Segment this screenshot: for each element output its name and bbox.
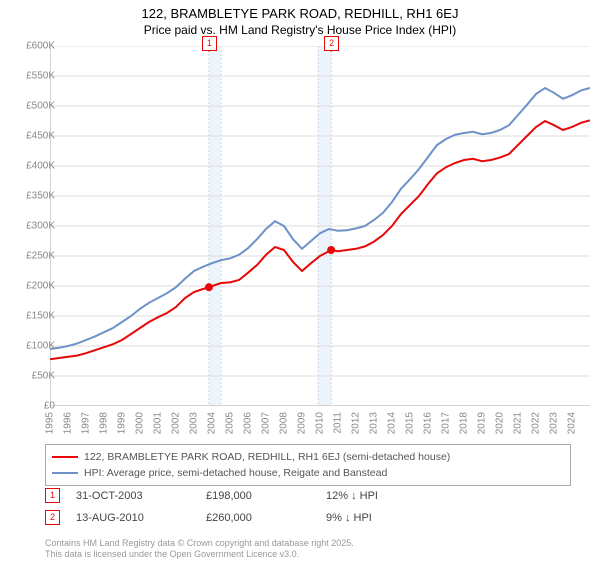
sale-delta: 9% ↓ HPI xyxy=(326,512,372,524)
legend-row: 122, BRAMBLETYE PARK ROAD, REDHILL, RH1 … xyxy=(52,449,564,465)
sale-marker-badge: 1 xyxy=(45,488,60,503)
x-tick-label: 1997 xyxy=(81,412,92,434)
x-tick-label: 2016 xyxy=(423,412,434,434)
x-tick-label: 2001 xyxy=(153,412,164,434)
y-tick-label: £400K xyxy=(5,161,55,172)
x-tick-label: 2023 xyxy=(549,412,560,434)
x-tick-label: 2024 xyxy=(567,412,578,434)
x-tick-label: 2014 xyxy=(387,412,398,434)
x-tick-label: 2004 xyxy=(207,412,218,434)
y-tick-label: £250K xyxy=(5,251,55,262)
legend: 122, BRAMBLETYE PARK ROAD, REDHILL, RH1 … xyxy=(45,444,571,486)
x-tick-label: 2022 xyxy=(531,412,542,434)
y-tick-label: £50K xyxy=(5,371,55,382)
x-tick-label: 1998 xyxy=(99,412,110,434)
sale-marker-badge: 2 xyxy=(45,510,60,525)
sale-price: £260,000 xyxy=(206,512,326,524)
line-chart xyxy=(50,46,590,406)
sale-marker-2: 2 xyxy=(324,36,339,51)
legend-swatch xyxy=(52,456,78,458)
x-tick-label: 2002 xyxy=(171,412,182,434)
y-tick-label: £450K xyxy=(5,131,55,142)
y-tick-label: £600K xyxy=(5,41,55,52)
chart-title-subtitle: Price paid vs. HM Land Registry's House … xyxy=(0,21,600,37)
attribution-text: Contains HM Land Registry data © Crown c… xyxy=(45,538,354,561)
x-tick-label: 1995 xyxy=(45,412,56,434)
y-tick-label: £0 xyxy=(5,401,55,412)
sale-row: 2 13-AUG-2010£260,0009% ↓ HPI xyxy=(45,510,565,525)
y-tick-label: £200K xyxy=(5,281,55,292)
x-tick-label: 2007 xyxy=(261,412,272,434)
x-tick-label: 2018 xyxy=(459,412,470,434)
x-tick-label: 2003 xyxy=(189,412,200,434)
x-tick-label: 2020 xyxy=(495,412,506,434)
x-tick-label: 2010 xyxy=(315,412,326,434)
x-tick-label: 2009 xyxy=(297,412,308,434)
sale-delta: 12% ↓ HPI xyxy=(326,490,378,502)
sale-marker-1: 1 xyxy=(202,36,217,51)
x-tick-label: 2012 xyxy=(351,412,362,434)
y-tick-label: £300K xyxy=(5,221,55,232)
y-tick-label: £500K xyxy=(5,101,55,112)
x-tick-label: 2015 xyxy=(405,412,416,434)
x-tick-label: 2011 xyxy=(333,412,344,434)
x-tick-label: 2019 xyxy=(477,412,488,434)
legend-swatch xyxy=(52,472,78,474)
sale-row: 1 31-OCT-2003£198,00012% ↓ HPI xyxy=(45,488,565,503)
y-tick-label: £100K xyxy=(5,341,55,352)
chart-title-address: 122, BRAMBLETYE PARK ROAD, REDHILL, RH1 … xyxy=(0,0,600,21)
x-tick-label: 1999 xyxy=(117,412,128,434)
x-tick-label: 2008 xyxy=(279,412,290,434)
x-tick-label: 2017 xyxy=(441,412,452,434)
legend-label: 122, BRAMBLETYE PARK ROAD, REDHILL, RH1 … xyxy=(84,451,450,463)
x-tick-label: 2005 xyxy=(225,412,236,434)
sale-price: £198,000 xyxy=(206,490,326,502)
x-tick-label: 1996 xyxy=(63,412,74,434)
x-tick-label: 2013 xyxy=(369,412,380,434)
x-tick-label: 2021 xyxy=(513,412,524,434)
x-tick-label: 2006 xyxy=(243,412,254,434)
chart-plot-area xyxy=(50,46,590,406)
legend-row: HPI: Average price, semi-detached house,… xyxy=(52,465,564,481)
y-tick-label: £350K xyxy=(5,191,55,202)
sale-date: 13-AUG-2010 xyxy=(76,512,206,524)
y-tick-label: £550K xyxy=(5,71,55,82)
x-tick-label: 2000 xyxy=(135,412,146,434)
legend-label: HPI: Average price, semi-detached house,… xyxy=(84,467,387,479)
y-tick-label: £150K xyxy=(5,311,55,322)
sale-date: 31-OCT-2003 xyxy=(76,490,206,502)
